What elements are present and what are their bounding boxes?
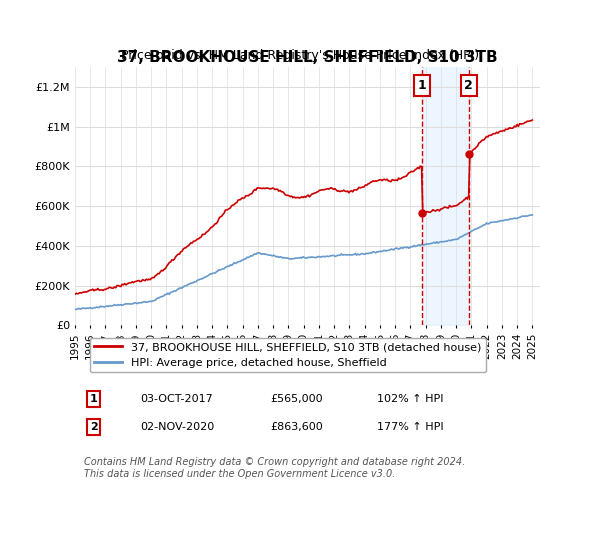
Legend: 37, BROOKHOUSE HILL, SHEFFIELD, S10 3TB (detached house), HPI: Average price, de: 37, BROOKHOUSE HILL, SHEFFIELD, S10 3TB … — [90, 338, 486, 372]
Text: 03-OCT-2017: 03-OCT-2017 — [140, 394, 213, 404]
Text: £565,000: £565,000 — [270, 394, 323, 404]
Text: 2: 2 — [464, 79, 473, 92]
Title: 37, BROOKHOUSE HILL, SHEFFIELD, S10 3TB: 37, BROOKHOUSE HILL, SHEFFIELD, S10 3TB — [117, 50, 498, 64]
Text: 02-NOV-2020: 02-NOV-2020 — [140, 422, 214, 432]
Text: Price paid vs. HM Land Registry's House Price Index (HPI): Price paid vs. HM Land Registry's House … — [121, 49, 479, 62]
Text: £863,600: £863,600 — [270, 422, 323, 432]
Text: 177% ↑ HPI: 177% ↑ HPI — [377, 422, 444, 432]
Text: Contains HM Land Registry data © Crown copyright and database right 2024.
This d: Contains HM Land Registry data © Crown c… — [84, 457, 466, 479]
Text: 1: 1 — [90, 394, 97, 404]
Text: 2: 2 — [90, 422, 97, 432]
Text: 102% ↑ HPI: 102% ↑ HPI — [377, 394, 444, 404]
Text: 1: 1 — [418, 79, 426, 92]
